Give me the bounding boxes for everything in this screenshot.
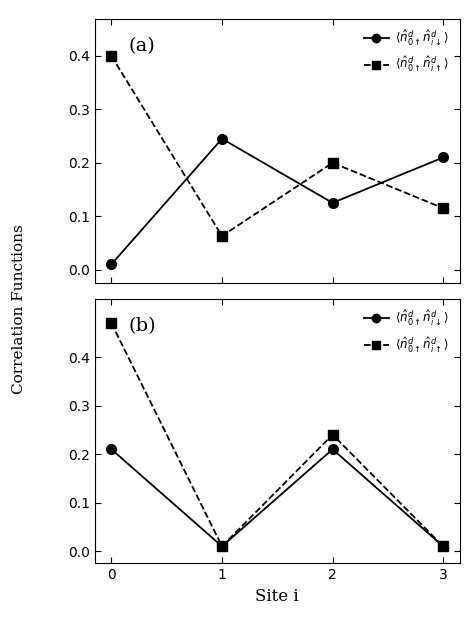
Legend: $\langle\hat{n}^d_{0\uparrow}\hat{n}^d_{i\downarrow}\rangle$, $\langle\hat{n}^d_: $\langle\hat{n}^d_{0\uparrow}\hat{n}^d_{…: [359, 24, 454, 79]
Text: (a): (a): [129, 37, 155, 55]
Text: Correlation Functions: Correlation Functions: [12, 225, 26, 394]
Legend: $\langle\hat{n}^d_{0\uparrow}\hat{n}^d_{i\downarrow}\rangle$, $\langle\hat{n}^d_: $\langle\hat{n}^d_{0\uparrow}\hat{n}^d_{…: [359, 304, 454, 360]
Text: (b): (b): [128, 318, 156, 335]
X-axis label: Site i: Site i: [255, 587, 299, 605]
